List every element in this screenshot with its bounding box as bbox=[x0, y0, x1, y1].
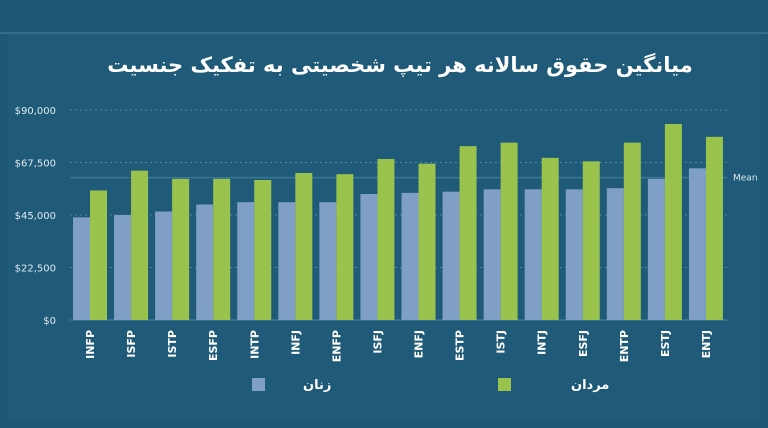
x-tick-label: ESFJ bbox=[577, 330, 590, 357]
men-bar-enfj bbox=[418, 163, 436, 320]
men-bar-estj bbox=[664, 124, 682, 320]
x-tick-label: ESTJ bbox=[659, 330, 672, 357]
x-tick-label: INTJ bbox=[536, 330, 549, 355]
men-bar-esfp bbox=[213, 178, 231, 320]
x-tick-label: ENFP bbox=[330, 330, 343, 362]
women-bar-infp bbox=[73, 217, 90, 320]
women-bar-estp bbox=[442, 191, 460, 320]
men-bar-istj bbox=[500, 142, 518, 320]
men-bar-infp bbox=[90, 190, 107, 320]
legend-swatch-men bbox=[498, 378, 511, 391]
x-tick-label: ESTP bbox=[454, 330, 467, 361]
men-bar-enfp bbox=[336, 174, 354, 320]
women-bar-esfp bbox=[196, 204, 214, 320]
y-tick-label: $45,000 bbox=[15, 211, 56, 222]
x-tick-label: ENTJ bbox=[700, 330, 713, 358]
women-bar-entj bbox=[688, 168, 706, 320]
women-bar-entp bbox=[606, 188, 624, 320]
women-bar-isfj bbox=[360, 194, 378, 320]
y-tick-label: $90,000 bbox=[15, 106, 56, 117]
x-axis: INFP ISFP ISTP ESFP INTP INFJ ENFP ISFJ ENFJ ESTP… bbox=[84, 330, 713, 362]
mean-label: Mean bbox=[733, 174, 758, 184]
men-bar-isfj bbox=[377, 159, 395, 320]
women-bar-esfj bbox=[565, 189, 583, 320]
x-tick-label: ISTP bbox=[166, 330, 179, 358]
chart-title: میانگین حقوق سالانه هر تیپ شخصیتی به تفک… bbox=[107, 52, 692, 77]
men-bar-isfp bbox=[131, 170, 149, 320]
men-bar-entp bbox=[623, 142, 641, 320]
men-bar-infj bbox=[295, 173, 313, 320]
x-tick-label: INFP bbox=[84, 330, 97, 359]
men-bar-estp bbox=[459, 146, 477, 320]
men-bar-istp bbox=[172, 178, 190, 320]
men-bar-esfj bbox=[582, 161, 600, 320]
x-tick-label: ISFJ bbox=[371, 330, 384, 354]
y-tick-label: $67,500 bbox=[15, 159, 56, 170]
women-bar-enfj bbox=[401, 192, 419, 320]
men-bar-intj bbox=[541, 157, 559, 320]
header-divider bbox=[0, 32, 768, 34]
mean-layer: Mean bbox=[70, 174, 758, 184]
women-bar-istj bbox=[483, 189, 501, 320]
legend-swatch-women bbox=[252, 378, 265, 391]
women-bar-intp bbox=[237, 202, 255, 320]
x-tick-label: ISFP bbox=[125, 330, 138, 358]
women-bar-estj bbox=[647, 178, 665, 320]
women-bar-infj bbox=[278, 202, 296, 320]
bars-layer bbox=[73, 124, 723, 320]
x-tick-label: ENFJ bbox=[413, 330, 426, 358]
x-tick-label: ISTJ bbox=[495, 330, 508, 354]
x-tick-label: INTP bbox=[248, 330, 261, 359]
legend: زنان مردان bbox=[252, 378, 609, 393]
x-tick-label: ENTP bbox=[618, 330, 631, 362]
y-tick-label: $0 bbox=[43, 316, 56, 327]
men-bar-entj bbox=[705, 136, 723, 320]
legend-label-women: زنان bbox=[303, 378, 331, 393]
women-bar-istp bbox=[155, 211, 173, 320]
x-tick-label: INFJ bbox=[289, 330, 302, 355]
women-bar-intj bbox=[524, 189, 542, 320]
legend-label-men: مردان bbox=[571, 378, 609, 393]
women-bar-isfp bbox=[114, 215, 132, 320]
women-bar-enfp bbox=[319, 202, 337, 320]
men-bar-intp bbox=[254, 180, 272, 320]
y-tick-label: $22,500 bbox=[15, 264, 56, 275]
x-tick-label: ESFP bbox=[207, 330, 220, 361]
